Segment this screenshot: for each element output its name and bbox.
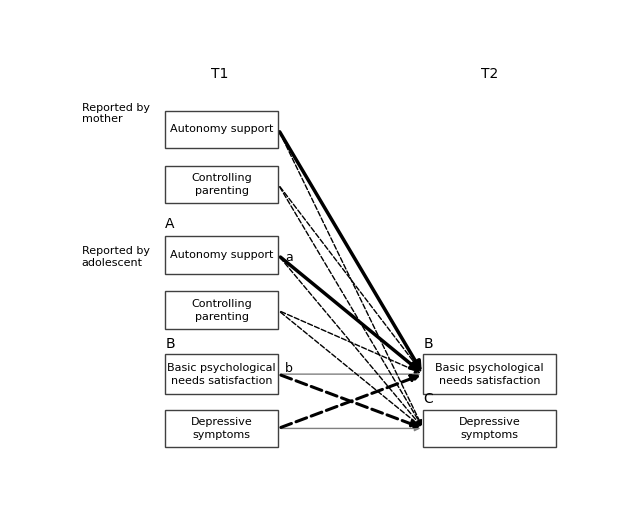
FancyBboxPatch shape [165, 237, 278, 274]
Text: Controlling
parenting: Controlling parenting [191, 173, 252, 196]
Text: B: B [424, 337, 433, 351]
Text: Basic psychological
needs satisfaction: Basic psychological needs satisfaction [435, 362, 544, 386]
Text: a: a [285, 251, 294, 264]
Text: Autonomy support: Autonomy support [170, 250, 273, 260]
FancyBboxPatch shape [165, 110, 278, 148]
FancyBboxPatch shape [165, 355, 278, 394]
Text: C: C [424, 391, 433, 406]
FancyBboxPatch shape [165, 291, 278, 329]
Text: b: b [285, 362, 292, 375]
Text: Depressive
symptoms: Depressive symptoms [191, 416, 252, 440]
Text: Depressive
symptoms: Depressive symptoms [458, 416, 521, 440]
FancyBboxPatch shape [424, 355, 556, 394]
FancyBboxPatch shape [165, 409, 278, 447]
Text: Reported by
adolescent: Reported by adolescent [82, 246, 150, 268]
Text: Reported by
mother: Reported by mother [82, 103, 150, 124]
Text: Controlling
parenting: Controlling parenting [191, 298, 252, 322]
FancyBboxPatch shape [165, 166, 278, 203]
Text: B: B [165, 337, 175, 351]
Text: A: A [165, 217, 175, 230]
Text: Basic psychological
needs satisfaction: Basic psychological needs satisfaction [167, 362, 276, 386]
Text: T1: T1 [210, 67, 228, 81]
FancyBboxPatch shape [424, 409, 556, 447]
Text: Autonomy support: Autonomy support [170, 124, 273, 134]
Text: T2: T2 [481, 67, 498, 81]
